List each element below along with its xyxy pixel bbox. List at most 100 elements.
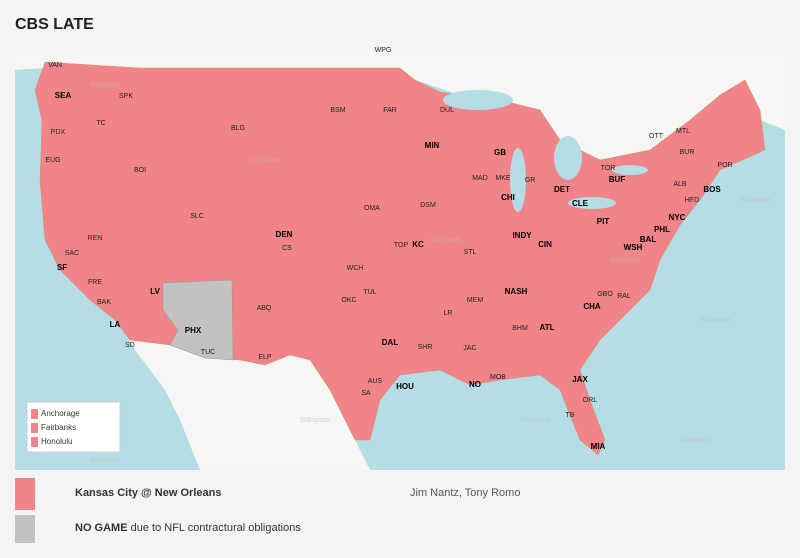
city-label: HOU bbox=[396, 382, 414, 391]
city-label: WSH bbox=[624, 243, 643, 252]
city-label: TC bbox=[96, 120, 105, 127]
city-label: BUF bbox=[609, 175, 626, 184]
inset-swatch bbox=[31, 437, 38, 447]
city-label: MAD bbox=[472, 175, 488, 182]
city-label: KC bbox=[412, 240, 424, 249]
lake-michigan bbox=[510, 148, 526, 212]
city-label: HFD bbox=[685, 197, 699, 204]
city-label: CS bbox=[282, 245, 292, 252]
city-label: BOI bbox=[134, 167, 146, 174]
city-label: AUS bbox=[368, 378, 383, 385]
watermark: 506sports bbox=[250, 157, 281, 164]
city-label: STL bbox=[464, 249, 477, 256]
city-label: CHA bbox=[583, 302, 601, 311]
city-label: GBO bbox=[597, 291, 613, 298]
lake-superior bbox=[443, 90, 513, 110]
foreign-city-label: TOR bbox=[601, 165, 616, 172]
watermark: 506sports bbox=[520, 417, 551, 424]
canada bbox=[15, 50, 785, 160]
inset-label: Anchorage bbox=[41, 409, 80, 418]
city-label: OKC bbox=[341, 297, 356, 304]
city-label: DAL bbox=[382, 338, 399, 347]
city-label: BLG bbox=[231, 125, 245, 132]
city-label: SAC bbox=[65, 250, 79, 257]
city-label: LA bbox=[110, 320, 121, 329]
city-label: FAR bbox=[383, 107, 397, 114]
city-label: DEN bbox=[276, 230, 293, 239]
city-label: GR bbox=[525, 177, 536, 184]
city-label: PHL bbox=[654, 225, 670, 234]
city-label: INDY bbox=[512, 231, 532, 240]
city-label: DUL bbox=[440, 107, 454, 114]
watermark: 506sports bbox=[90, 82, 121, 89]
city-label: MIA bbox=[591, 442, 606, 451]
city-label: SF bbox=[57, 263, 67, 272]
no-game-region bbox=[162, 279, 234, 361]
city-label: SHR bbox=[418, 344, 433, 351]
city-label: FRE bbox=[88, 279, 102, 286]
inset: Anchorage Fairbanks Honolulu bbox=[31, 409, 80, 447]
watermark: 506sports bbox=[610, 257, 641, 264]
legend-game: Kansas City @ New Orleans bbox=[75, 487, 221, 499]
foreign-city-label: MTL bbox=[676, 128, 690, 135]
legend-no-game: NO GAME due to NFL contractural obligati… bbox=[75, 522, 301, 534]
legend-no-game-bold: NO GAME bbox=[75, 522, 128, 534]
city-label: DSM bbox=[420, 202, 436, 209]
city-label: TUL bbox=[363, 289, 376, 296]
legend-swatch-game bbox=[15, 478, 35, 510]
city-label: CIN bbox=[538, 240, 552, 249]
city-label: SLC bbox=[190, 213, 204, 220]
city-label: LV bbox=[150, 287, 160, 296]
city-label: ALB bbox=[673, 181, 687, 188]
foreign-city-label: OTT bbox=[649, 133, 664, 140]
inset-swatch bbox=[31, 423, 38, 433]
legend-swatch-none bbox=[15, 515, 35, 543]
city-label: BAK bbox=[97, 299, 111, 306]
watermark: 506sports bbox=[300, 417, 331, 424]
city-label: GB bbox=[494, 148, 506, 157]
city-label: JAC bbox=[463, 345, 476, 352]
city-label: SD bbox=[125, 342, 135, 349]
city-label: NYC bbox=[669, 213, 686, 222]
city-label: MIN bbox=[425, 141, 440, 150]
watermark: 506sports bbox=[430, 237, 461, 244]
city-label: CHI bbox=[501, 193, 515, 202]
city-label: JAX bbox=[572, 375, 588, 384]
city-label: NO bbox=[469, 380, 481, 389]
city-label: BSM bbox=[330, 107, 345, 114]
city-label: SEA bbox=[55, 91, 72, 100]
city-label: ELP bbox=[258, 354, 272, 361]
city-label: SA bbox=[361, 390, 371, 397]
city-label: LR bbox=[444, 310, 453, 317]
city-label: TOP bbox=[394, 242, 409, 249]
city-label: ATL bbox=[540, 323, 555, 332]
city-label: WCH bbox=[347, 265, 364, 272]
city-label: DET bbox=[554, 185, 570, 194]
city-label: TB bbox=[566, 412, 575, 419]
city-label: PHX bbox=[185, 326, 202, 335]
city-label: BOS bbox=[703, 185, 721, 194]
inset-label: Fairbanks bbox=[41, 423, 76, 432]
city-label: BHM bbox=[512, 325, 528, 332]
city-label: MOB bbox=[490, 374, 506, 381]
city-label: MKE bbox=[495, 175, 511, 182]
lake-huron bbox=[554, 136, 582, 180]
city-label: TUC bbox=[201, 349, 215, 356]
mexico bbox=[130, 340, 370, 470]
inset-swatch bbox=[31, 409, 38, 419]
city-label: POR bbox=[717, 162, 732, 169]
city-label: RAL bbox=[617, 293, 631, 300]
city-label: EUG bbox=[45, 157, 60, 164]
labels: 506sports 506sports 506sports 506sports 506s… bbox=[45, 47, 771, 464]
city-label: NASH bbox=[505, 287, 528, 296]
city-label: SPK bbox=[119, 93, 133, 100]
city-label: BUR bbox=[680, 149, 695, 156]
city-label: PIT bbox=[597, 217, 610, 226]
city-label: PDX bbox=[51, 129, 66, 136]
legend-announcers: Jim Nantz, Tony Romo bbox=[410, 487, 520, 499]
watermark: 506sports bbox=[680, 437, 711, 444]
lake-ontario bbox=[612, 165, 648, 175]
city-label: MEM bbox=[467, 297, 484, 304]
